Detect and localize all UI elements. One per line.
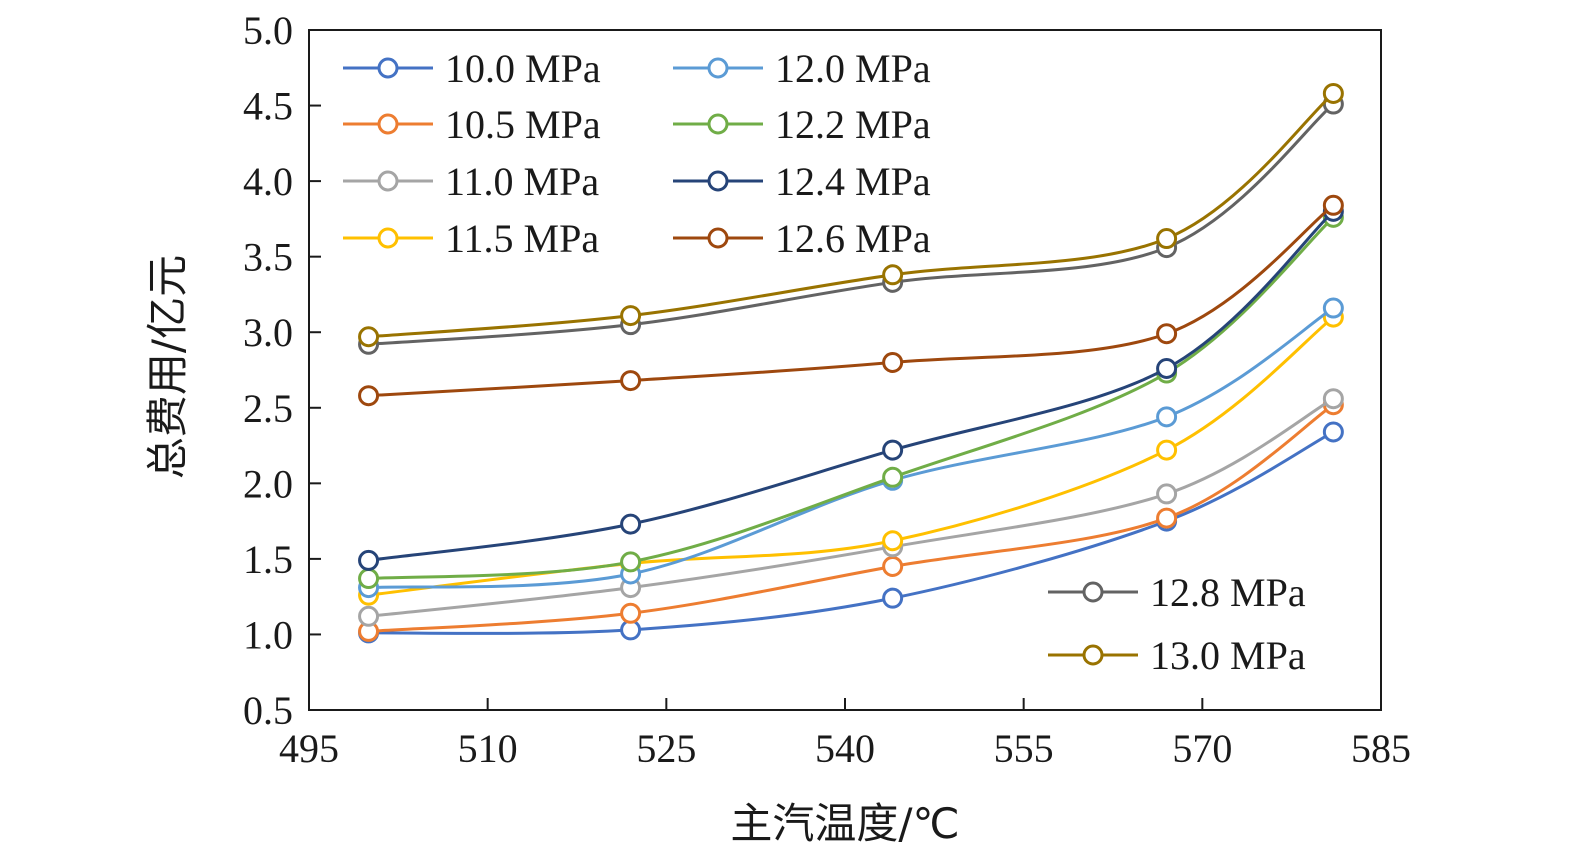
data-point <box>882 587 904 609</box>
data-point <box>1156 483 1178 505</box>
series-layer <box>358 82 1344 644</box>
legend-swatch-marker <box>707 170 729 192</box>
legend-swatch-marker <box>707 57 729 79</box>
series-line <box>368 306 1335 590</box>
data-point <box>1322 297 1344 319</box>
data-point <box>620 305 642 327</box>
x-axis-title: 主汽温度/℃ <box>730 799 959 848</box>
y-tick-label: 4.5 <box>243 84 293 129</box>
legend-swatch-marker <box>707 227 729 249</box>
y-tick-label: 2.0 <box>243 461 293 506</box>
y-tick-label: 4.0 <box>243 159 293 204</box>
axes-layer <box>308 29 1382 711</box>
legend-swatch-marker <box>377 57 399 79</box>
legend-label: 10.5 MPa <box>445 102 601 147</box>
legend-entry: 13.0 MPa <box>1048 633 1306 678</box>
x-tick-label: 570 <box>1172 726 1232 771</box>
series-11.0-mpa <box>358 388 1344 627</box>
data-point <box>1322 421 1344 443</box>
series-13.0-mpa <box>358 82 1344 348</box>
series-12.0-mpa <box>358 297 1344 599</box>
legend-label: 11.0 MPa <box>445 159 599 204</box>
tick-labels-layer: 495 510 525 540 555 570 585 0.5 1.0 1.5 2.0 2.5 3.0 3… <box>243 8 1411 771</box>
data-point <box>1156 357 1178 379</box>
data-point <box>1156 439 1178 461</box>
x-tick-label: 495 <box>279 726 339 771</box>
y-tick-label: 0.5 <box>243 688 293 733</box>
y-tick-label: 3.0 <box>243 310 293 355</box>
data-point <box>358 605 380 627</box>
y-tick-label: 1.0 <box>243 612 293 657</box>
legend-entry: 12.0 MPa <box>673 46 931 91</box>
legend-swatch-marker <box>707 113 729 135</box>
data-point <box>1156 507 1178 529</box>
data-point <box>620 551 642 573</box>
legend-entry: 10.5 MPa <box>343 102 601 147</box>
legend-label: 10.0 MPa <box>445 46 601 91</box>
legend-entry: 12.2 MPa <box>673 102 931 147</box>
data-point <box>358 568 380 590</box>
x-tick-label: 540 <box>815 726 875 771</box>
data-point <box>1322 388 1344 410</box>
x-tick-label: 510 <box>458 726 518 771</box>
data-point <box>620 602 642 624</box>
legend-entry: 11.0 MPa <box>343 159 599 204</box>
data-point <box>882 351 904 373</box>
legend-label: 12.2 MPa <box>775 102 931 147</box>
data-point <box>1156 228 1178 250</box>
series-12.6-mpa <box>358 194 1344 407</box>
legend-label: 12.6 MPa <box>775 216 931 261</box>
legend-label: 13.0 MPa <box>1150 633 1306 678</box>
legend-swatch-marker <box>1082 581 1104 603</box>
y-tick-label: 1.5 <box>243 537 293 582</box>
data-point <box>882 264 904 286</box>
series-12.2-mpa <box>358 206 1344 590</box>
data-point <box>882 466 904 488</box>
x-tick-label: 585 <box>1351 726 1411 771</box>
legend-entry: 12.8 MPa <box>1048 570 1306 615</box>
legend-swatch-marker <box>377 170 399 192</box>
data-point <box>882 530 904 552</box>
data-point <box>1322 82 1344 104</box>
legend-entry: 12.6 MPa <box>673 216 931 261</box>
x-tick-label: 555 <box>994 726 1054 771</box>
data-point <box>620 513 642 535</box>
y-tick-label: 2.5 <box>243 386 293 431</box>
y-tick-label: 5.0 <box>243 8 293 53</box>
data-point <box>358 385 380 407</box>
data-point <box>882 439 904 461</box>
legend-label: 12.4 MPa <box>775 159 931 204</box>
y-tick-label: 3.5 <box>243 235 293 280</box>
legend-entry: 10.0 MPa <box>343 46 601 91</box>
legend-label: 12.8 MPa <box>1150 570 1306 615</box>
series-line <box>368 216 1335 581</box>
legend-swatch-marker <box>377 227 399 249</box>
data-point <box>1322 194 1344 216</box>
data-point <box>358 326 380 348</box>
data-point <box>620 370 642 392</box>
legend-entry: 11.5 MPa <box>343 216 599 261</box>
legend-layer: 10.0 MPa 10.5 MPa 11.0 MPa 11.5 MPa 12.0 MPa… <box>343 46 1306 678</box>
legend-label: 11.5 MPa <box>445 216 599 261</box>
data-point <box>358 549 380 571</box>
legend-entry: 12.4 MPa <box>673 159 931 204</box>
data-point <box>1156 406 1178 428</box>
legend-swatch-marker <box>1082 644 1104 666</box>
y-axis-title: 总费用/亿元 <box>143 255 192 479</box>
x-tick-label: 525 <box>636 726 696 771</box>
data-point <box>1156 323 1178 345</box>
data-point <box>882 555 904 577</box>
legend-label: 12.0 MPa <box>775 46 931 91</box>
legend-swatch-marker <box>377 113 399 135</box>
